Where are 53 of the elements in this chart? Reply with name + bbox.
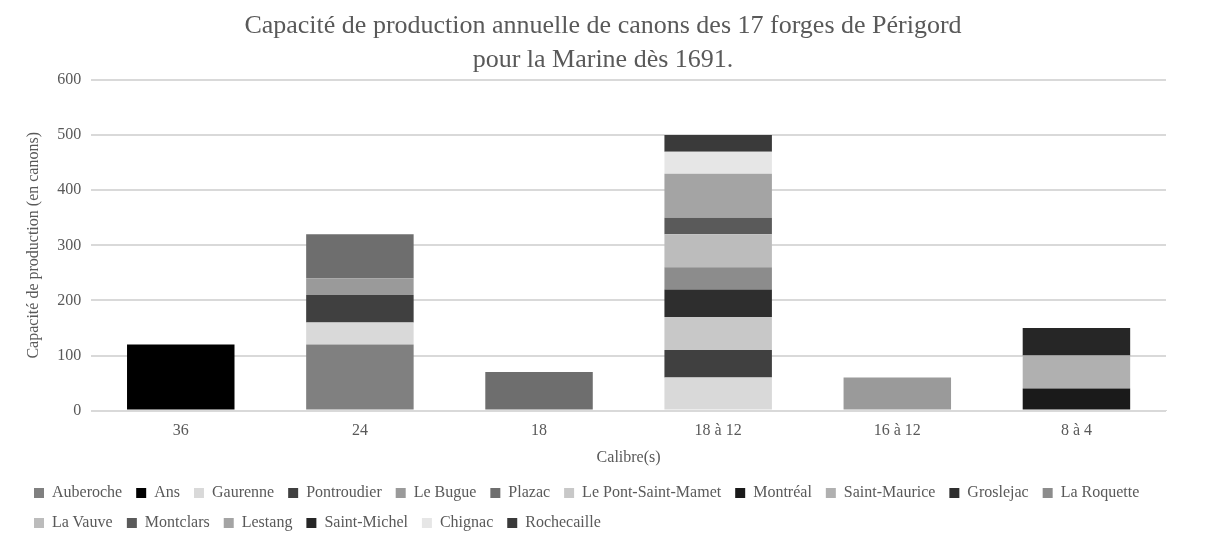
bar (664, 234, 772, 268)
x-tick-label: 36 (172, 421, 189, 439)
legend-label: Saint-Maurice (843, 483, 936, 501)
bar (664, 349, 772, 378)
legend-label: Groslejac (967, 483, 1029, 502)
y-tick-label: 100 (57, 345, 82, 363)
bar (664, 217, 772, 235)
legend-label: Montréal (753, 483, 813, 501)
y-tick-label: 200 (57, 290, 82, 308)
bar (485, 372, 593, 410)
legend-label: Montclars (144, 513, 210, 531)
legend-label: Rochecaille (525, 513, 601, 531)
x-axis-title: Calibre(s) (596, 447, 661, 466)
x-tick-label: 8 à 4 (1060, 421, 1092, 439)
bar (306, 294, 414, 323)
bar (306, 322, 414, 345)
legend-label: Le Pont-Saint-Mamet (582, 483, 722, 501)
y-tick-label: 500 (57, 125, 82, 143)
bar (664, 173, 772, 218)
bar (306, 344, 414, 410)
legend-label: Pontroudier (306, 483, 383, 501)
legend-label: Gaurenne (211, 483, 275, 501)
legend-label: Auberoche (52, 483, 123, 501)
bar (1022, 327, 1131, 356)
y-axis-title: Capacité de production (en canons) (23, 132, 42, 359)
y-tick-label: 400 (57, 180, 82, 198)
y-tick-label: 600 (57, 70, 82, 88)
bar (664, 135, 772, 152)
bar (664, 267, 772, 290)
x-tick-label: 16 à 12 (873, 421, 921, 439)
x-tick-label: 18 (531, 421, 548, 439)
bar (664, 151, 772, 174)
legend-label: Lestang (241, 513, 293, 532)
legend-label: Saint-Michel (324, 513, 409, 531)
y-tick-label: 0 (73, 400, 82, 418)
legend-label: Plazac (508, 483, 551, 501)
bar (306, 234, 414, 279)
chart-title: Capacité de production annuelle de canons des 17 forges de Périgord pour la Marine dès 1691. (243, 9, 963, 75)
legend-label: La Roquette (1060, 483, 1140, 502)
legend-label: Chignac (439, 513, 494, 532)
x-tick-label: 18 à 12 (694, 421, 742, 439)
legend-label: La Vauve (52, 513, 113, 531)
bar (664, 316, 772, 350)
x-tick-label: 24 (351, 421, 368, 439)
legend-label: Le Bugue (413, 483, 477, 502)
bar (1022, 355, 1131, 389)
legend-label: Ans (154, 483, 180, 501)
bar (843, 377, 952, 410)
bar (127, 344, 235, 410)
y-tick-label: 300 (57, 235, 82, 253)
bar (306, 278, 414, 295)
bar (664, 289, 772, 317)
bar (1022, 388, 1131, 410)
